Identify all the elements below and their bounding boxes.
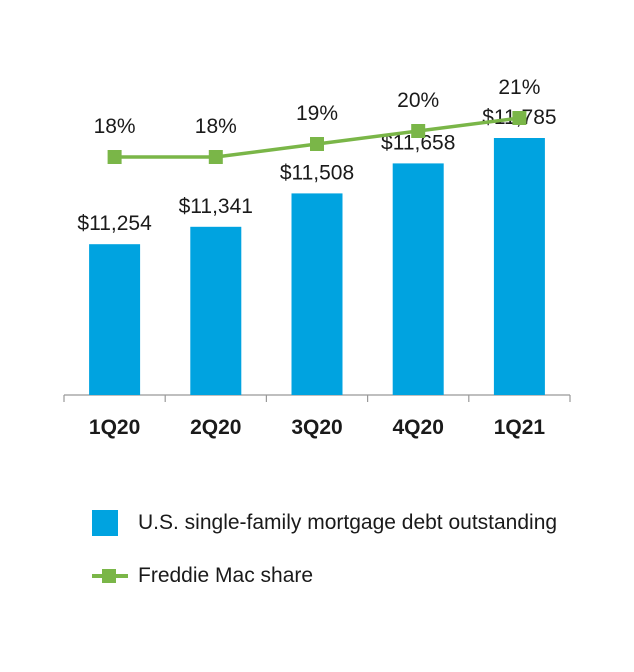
share-point: [310, 137, 324, 151]
x-tick-label: 4Q20: [393, 416, 444, 439]
share-value-label: 19%: [296, 102, 338, 125]
bar: [392, 163, 444, 395]
share-value-label: 18%: [195, 115, 237, 138]
bar-value-label: $11,254: [77, 212, 152, 235]
bar: [190, 226, 242, 395]
share-point: [512, 111, 527, 125]
legend-item-line: Freddie Mac share: [92, 564, 313, 588]
bar: [493, 138, 545, 395]
legend-line-label: Freddie Mac share: [138, 564, 314, 587]
chart: $11,254 1Q20 $11,341 2Q20 $11,508 3Q20 $11,658…: [63, 76, 571, 439]
legend-item-bar: U.S. single-family mortgage debt outstan…: [92, 510, 557, 536]
share-value-label: 20%: [397, 89, 439, 112]
legend-line-swatch: [92, 566, 128, 586]
x-tick-label: 2Q20: [190, 416, 241, 439]
bar: [89, 244, 141, 395]
legend-bar-swatch: [92, 510, 118, 536]
share-value-label: 18%: [94, 115, 136, 138]
share-value-label: 21%: [498, 76, 540, 99]
share-point: [411, 124, 426, 138]
x-tick-label: 1Q20: [89, 416, 140, 439]
bar-value-label: $11,658: [381, 131, 455, 154]
share-point: [107, 150, 122, 164]
share-point: [208, 150, 223, 164]
bar-value-label: $11,341: [179, 195, 253, 218]
bar-value-label: $11,508: [280, 161, 354, 184]
bar: [291, 193, 343, 395]
x-tick-label: 3Q20: [291, 416, 342, 439]
x-tick-label: 1Q21: [494, 416, 546, 439]
legend-bar-label: U.S. single-family mortgage debt outstan…: [138, 511, 558, 534]
